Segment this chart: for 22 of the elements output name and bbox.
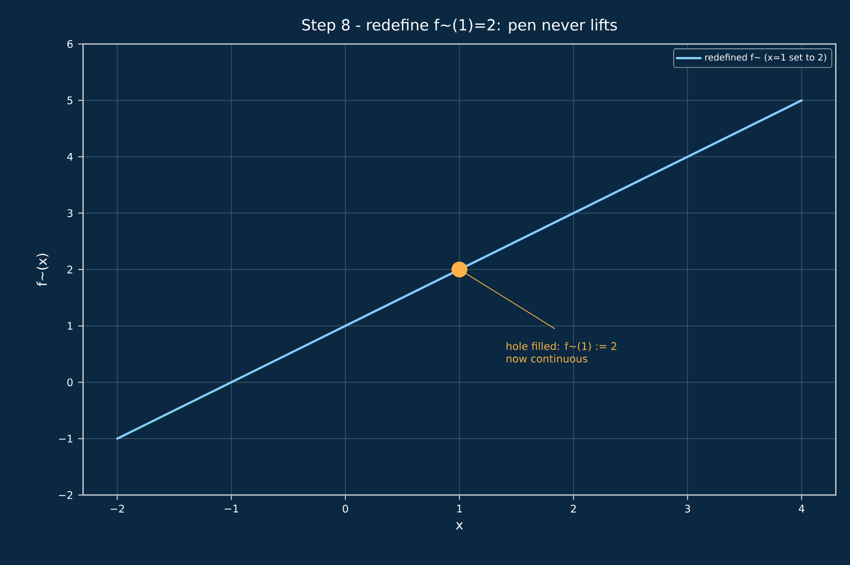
y-tick-label: 3 [67,209,72,218]
y-tick-label: 5 [67,96,72,104]
y-tick-label: −2 [59,491,72,499]
x-tick-label: −2 [110,504,124,512]
annotation: hole filled: f~(1) := 2 [506,342,616,352]
x-tick-label: −1 [224,504,238,512]
x-tick-label: 2 [570,504,576,512]
x-tick-label: 4 [798,504,804,512]
y-tick-label: −1 [59,434,72,442]
annotation: now continuous [506,354,588,363]
y-tick-label: 2 [67,266,72,274]
x-tick-label: 1 [457,504,462,512]
y-tick-label: 1 [68,322,72,330]
y-tick-label: 6 [67,40,73,48]
y-tick-label: 4 [67,152,73,161]
chart-title: Step 8 - redefine f~(1)=2: pen never lifts [302,18,617,34]
y-axis-title: f~(x) [36,254,48,286]
x-tick-label: 3 [685,504,690,513]
legend-label: redefined f~ (x=1 set to 2) [705,54,826,62]
y-tick-label: 0 [67,378,73,386]
x-axis-title: x [456,522,463,530]
x-tick-label: 0 [342,504,348,513]
